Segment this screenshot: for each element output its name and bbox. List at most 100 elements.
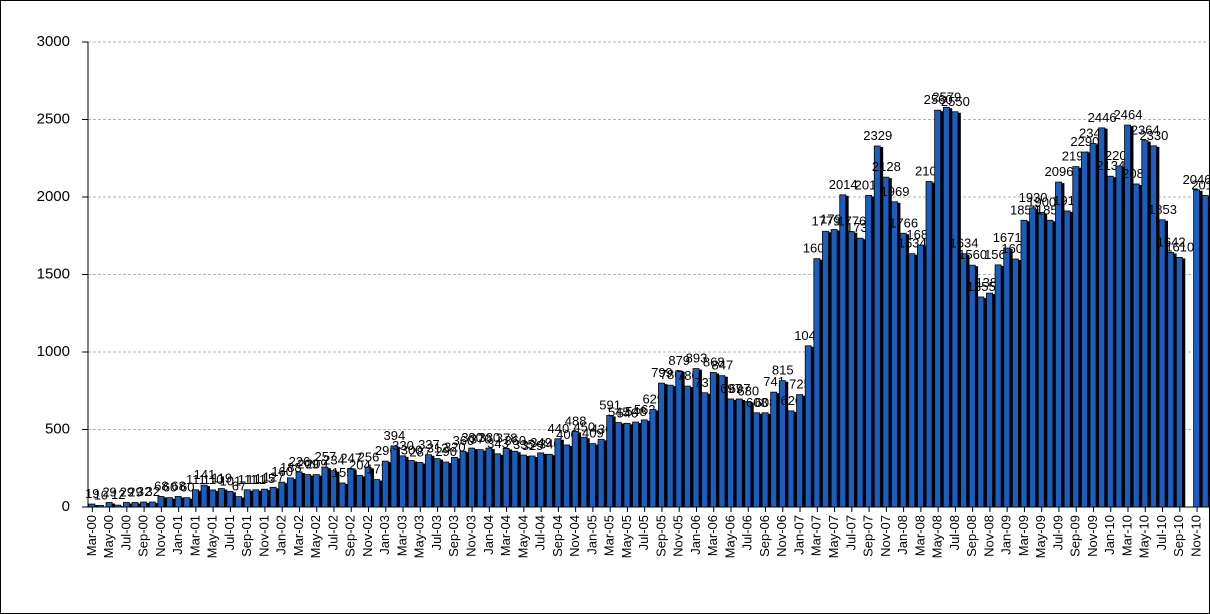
x-tick-label: Jul-01 [222,515,237,550]
bar [304,474,312,508]
x-tick-label: Jul-09 [1050,515,1065,550]
bar [1046,219,1054,508]
value-label: 337 [418,437,440,452]
value-label: 1560 [958,247,987,262]
bar [114,504,122,508]
value-label: 1766 [889,215,918,230]
bar [787,410,795,508]
x-tick-label: Mar-05 [602,515,617,556]
value-label: 868 [703,354,725,369]
bar [330,470,337,508]
value-label: 2329 [863,128,892,143]
bar [856,237,864,508]
x-tick-label: Sep-08 [964,515,979,557]
bar [192,489,199,508]
x-tick-label: Nov-09 [1085,515,1100,557]
value-label: 440 [548,421,570,436]
bar [261,488,268,508]
value-label: 330 [392,438,414,453]
bar [1124,124,1131,508]
x-tick-label: Nov-08 [981,515,996,557]
value-label: 1671 [993,230,1022,245]
bar [425,454,432,508]
bar [571,430,579,508]
bar [960,253,968,508]
x-tick-label: Nov-10 [1188,515,1203,557]
bar [666,384,674,508]
bar [494,453,501,508]
x-tick-label: Jan-01 [170,515,185,555]
bar [321,466,329,508]
bar [1011,258,1019,508]
value-label: 1969 [881,184,910,199]
x-tick-label: Sep-10 [1171,515,1186,557]
bar [364,466,372,508]
bar [718,375,726,508]
bar [968,264,976,508]
bar [614,422,622,508]
x-tick-label: Jul-07 [843,515,858,550]
bar [701,392,709,508]
value-label: 879 [668,353,690,368]
x-tick-label: May-09 [1033,515,1048,558]
bar [286,477,294,508]
bar [761,412,769,508]
y-tick-label: 1500 [37,265,70,282]
bar [1081,151,1088,508]
bar [502,448,510,508]
bar [891,201,898,508]
value-label: 2446 [1088,110,1117,125]
bar [1175,257,1183,508]
value-label: 256 [358,449,380,464]
value-label: 68 [154,478,168,493]
bar [390,445,398,508]
x-tick-label: Mar-07 [809,515,824,556]
value-label: 67 [232,479,246,494]
y-tick-label: 500 [45,420,70,437]
bar [1150,145,1157,508]
value-label: 548 [625,404,647,419]
x-tick-label: Sep-06 [757,515,772,557]
value-label: 540 [617,405,639,420]
bar [131,502,139,508]
bar [865,195,873,508]
value-label: 29 [102,485,116,500]
value-label: 32 [145,484,159,499]
y-tick-label: 2000 [37,188,70,205]
bar [830,229,838,508]
x-tick-label: Jul-10 [1154,515,1169,550]
value-label: 257 [314,449,336,464]
bar [804,345,812,508]
bar [925,181,933,508]
bar [1037,212,1045,508]
bar [485,447,493,508]
value-label: 32 [137,484,151,499]
value-label: 110 [203,472,224,487]
x-tick-label: Mar-02 [291,515,306,556]
x-tick-label: Jul-05 [636,515,651,550]
x-tick-label: Mar-09 [1016,515,1031,556]
value-label: 370 [470,432,492,447]
value-label: 300 [401,443,423,458]
bar [1055,181,1062,508]
value-label: 188 [280,460,302,475]
bar [1106,175,1114,508]
value-label: 247 [340,451,362,466]
bar [226,490,234,508]
bar [1020,219,1028,508]
value-label: 2579 [932,89,961,104]
x-tick-label: Jul-00 [118,515,133,550]
value-label: 119 [211,471,232,486]
value-label: 394 [384,428,406,443]
x-tick-label: Mar-00 [84,515,99,556]
bar [399,455,407,508]
value-label: 101 [220,473,242,488]
value-label: 1930 [1019,190,1048,205]
value-label: 141 [194,467,216,482]
value-label: 2046 [1183,172,1210,187]
bar [1029,207,1037,508]
bar [934,109,942,508]
value-label: 1900 [1027,195,1056,210]
x-tick-label: May-05 [619,515,634,558]
